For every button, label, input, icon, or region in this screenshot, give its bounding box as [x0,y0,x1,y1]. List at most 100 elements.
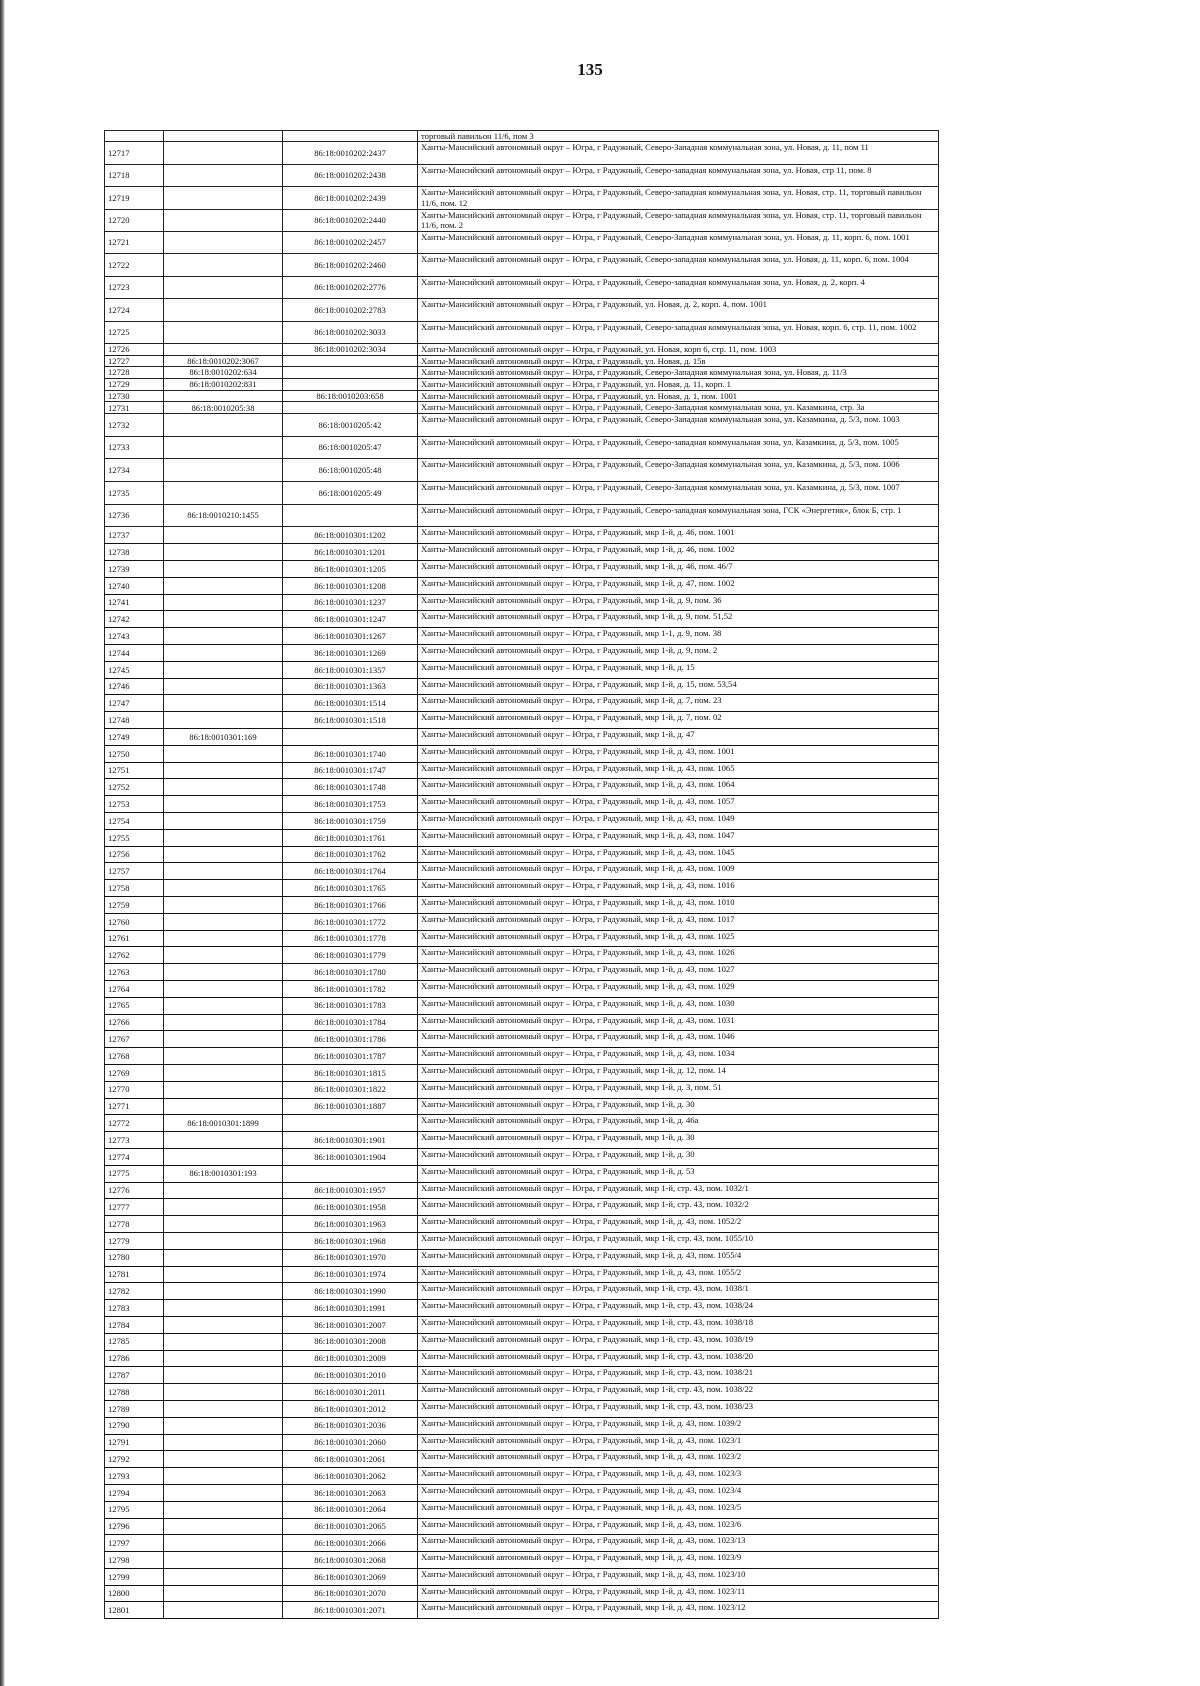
row-number-cell: 12784 [104,1315,164,1334]
address-cell: Ханты-Мансийский автономный округ – Югра… [417,389,939,403]
table-row: 12726 86:18:0010202:3034 Ханты-Мансийский … [104,342,939,356]
address-cell: Ханты-Мансийский автономный округ – Югра… [417,660,939,679]
table-row: 12798 86:18:0010301:2068 Ханты-Мансийский … [104,1551,939,1569]
cadastral-number-building-cell [163,879,283,898]
table-row: 12782 86:18:0010301:1990 Ханты-Мансийский … [104,1282,939,1301]
cadastral-number-premises-cell [282,377,418,391]
row-number-cell: 12738 [104,543,164,562]
cadastral-number-premises-cell: 86:18:0010301:1822 [282,1080,418,1099]
address-cell: Ханты-Мансийский автономный округ – Югра… [417,1181,939,1200]
cadastral-number-building-cell [163,230,283,255]
cadastral-number-premises-cell: 86:18:0010202:3034 [282,342,418,356]
cadastral-number-premises-cell [282,728,418,746]
table-body: торговый павильон 11/6, пом 3 12717 86:18:… [104,129,939,1620]
cadastral-number-premises-cell: 86:18:0010301:1968 [282,1231,418,1250]
cadastral-number-building-cell [163,744,283,763]
cadastral-number-building-cell [163,1181,283,1200]
cadastral-number-premises-cell: 86:18:0010301:1759 [282,812,418,830]
row-number-cell: 12770 [104,1080,164,1099]
row-number-cell: 12793 [104,1467,164,1485]
row-number-cell: 12723 [104,275,164,300]
cadastral-number-premises-cell: 86:18:0010301:2064 [282,1500,418,1519]
cadastral-number-building-cell [163,141,283,165]
cadastral-number-premises-cell: 86:18:0010301:1958 [282,1198,418,1217]
table-row: 12753 86:18:0010301:1753 Ханты-Мансийский … [104,795,939,814]
cadastral-number-building-cell [163,275,283,300]
cadastral-number-premises-cell: 86:18:0010301:2060 [282,1433,418,1452]
cadastral-number-building-cell [163,1282,283,1301]
cadastral-number-building-cell [163,677,283,696]
row-number-cell: 12776 [104,1181,164,1200]
table-row: 12751 86:18:0010301:1747 Ханты-Мансийский … [104,761,939,780]
cadastral-number-building-cell [163,610,283,629]
cadastral-number-building-cell [163,660,283,679]
address-cell: Ханты-Мансийский автономный округ – Югра… [417,1567,939,1586]
cadastral-number-building-cell [163,1584,283,1603]
cadastral-number-building-cell [163,458,283,483]
cadastral-number-building-cell [163,980,283,998]
row-number-cell: 12743 [104,627,164,646]
cadastral-number-building-cell: 86:18:0010301:193 [163,1164,283,1183]
table-row: 12772 86:18:0010301:1899 Ханты-Мансийский … [104,1114,939,1133]
cadastral-number-premises-cell: 86:18:0010301:2062 [282,1467,418,1485]
table-row: 12752 86:18:0010301:1748 Ханты-Мансийский … [104,778,939,797]
table-row: 12728 86:18:0010202:634 Ханты-Мансийский а… [104,366,939,379]
table-row: 12735 86:18:0010205:49 Ханты-Мансийский ав… [104,481,939,505]
cadastral-number-premises-cell [282,1164,418,1183]
cadastral-number-building-cell [163,320,283,344]
cadastral-number-premises-cell: 86:18:0010301:1787 [282,1047,418,1065]
row-number-cell: 12755 [104,828,164,847]
table-row: 12765 86:18:0010301:1783 Ханты-Мансийский … [104,996,939,1015]
address-cell: Ханты-Мансийский автономный округ – Югра… [417,996,939,1015]
cadastral-number-premises-cell: 86:18:0010301:1779 [282,946,418,965]
row-number-cell: 12771 [104,1097,164,1116]
row-number-cell: 12764 [104,980,164,998]
cadastral-number-premises-cell: 86:18:0010301:1991 [282,1299,418,1317]
cadastral-number-premises-cell: 86:18:0010301:2070 [282,1584,418,1603]
row-number-cell: 12798 [104,1551,164,1569]
row-number-cell: 12756 [104,845,164,864]
row-number-cell: 12733 [104,435,164,460]
address-cell: Ханты-Мансийский автономный округ – Югра… [417,1332,939,1351]
table-row: 12749 86:18:0010301:169 Ханты-Мансийский а… [104,728,939,746]
cadastral-number-premises-cell: 86:18:0010301:2007 [282,1315,418,1334]
table-row: 12755 86:18:0010301:1761 Ханты-Мансийский … [104,828,939,847]
cadastral-number-premises-cell: 86:18:0010301:1201 [282,543,418,562]
cadastral-number-premises-cell: 86:18:0010301:2071 [282,1601,418,1620]
row-number-cell: 12781 [104,1265,164,1284]
cadastral-number-premises-cell: 86:18:0010301:1518 [282,711,418,730]
cadastral-number-building-cell [163,1332,283,1351]
row-number-cell: 12778 [104,1215,164,1233]
address-cell: Ханты-Мансийский автономный округ – Югра… [417,1399,939,1418]
cadastral-number-premises-cell: 86:18:0010301:1766 [282,896,418,914]
table-row: 12737 86:18:0010301:1202 Ханты-Мансийский … [104,526,939,545]
address-cell: Ханты-Мансийский автономный округ – Югра… [417,1030,939,1049]
address-cell: Ханты-Мансийский автономный округ – Югра… [417,1131,939,1149]
cadastral-number-premises-cell: 86:18:0010301:1357 [282,660,418,679]
cadastral-number-building-cell [163,812,283,830]
row-number-cell: 12740 [104,576,164,595]
row-number-cell: 12790 [104,1416,164,1435]
row-number-cell: 12728 [104,366,164,379]
table-row: 12792 86:18:0010301:2061 Ханты-Мансийский … [104,1450,939,1469]
row-number-cell: 12797 [104,1534,164,1553]
table-row: 12734 86:18:0010205:48 Ханты-Мансийский ав… [104,458,939,483]
table-row: 12787 86:18:0010301:2010 Ханты-Мансийский … [104,1366,939,1385]
cadastral-number-building-cell [163,1131,283,1149]
cadastral-number-premises-cell: 86:18:0010301:1784 [282,1013,418,1032]
address-cell: Ханты-Мансийский автономный округ – Югра… [417,963,939,981]
address-cell: Ханты-Мансийский автономный округ – Югра… [417,1383,939,1401]
row-number-cell: 12785 [104,1332,164,1351]
row-number-cell: 12791 [104,1433,164,1452]
cadastral-number-building-cell [163,896,283,914]
cadastral-number-premises-cell [282,366,418,379]
table-row: 12730 86:18:0010203:658 Ханты-Мансийский а… [104,389,939,403]
cadastral-number-premises-cell: 86:18:0010202:2439 [282,186,418,210]
table-row: 12719 86:18:0010202:2439 Ханты-Мансийский … [104,186,939,210]
cadastral-number-building-cell [163,694,283,713]
address-cell: Ханты-Мансийский автономный округ – Югра… [417,1584,939,1603]
table-row: 12743 86:18:0010301:1267 Ханты-Мансийский … [104,627,939,646]
cadastral-number-premises-cell: 86:18:0010301:1514 [282,694,418,713]
address-cell: Ханты-Мансийский автономный округ – Югра… [417,354,939,368]
address-cell: Ханты-Мансийский автономный округ – Югра… [417,845,939,864]
